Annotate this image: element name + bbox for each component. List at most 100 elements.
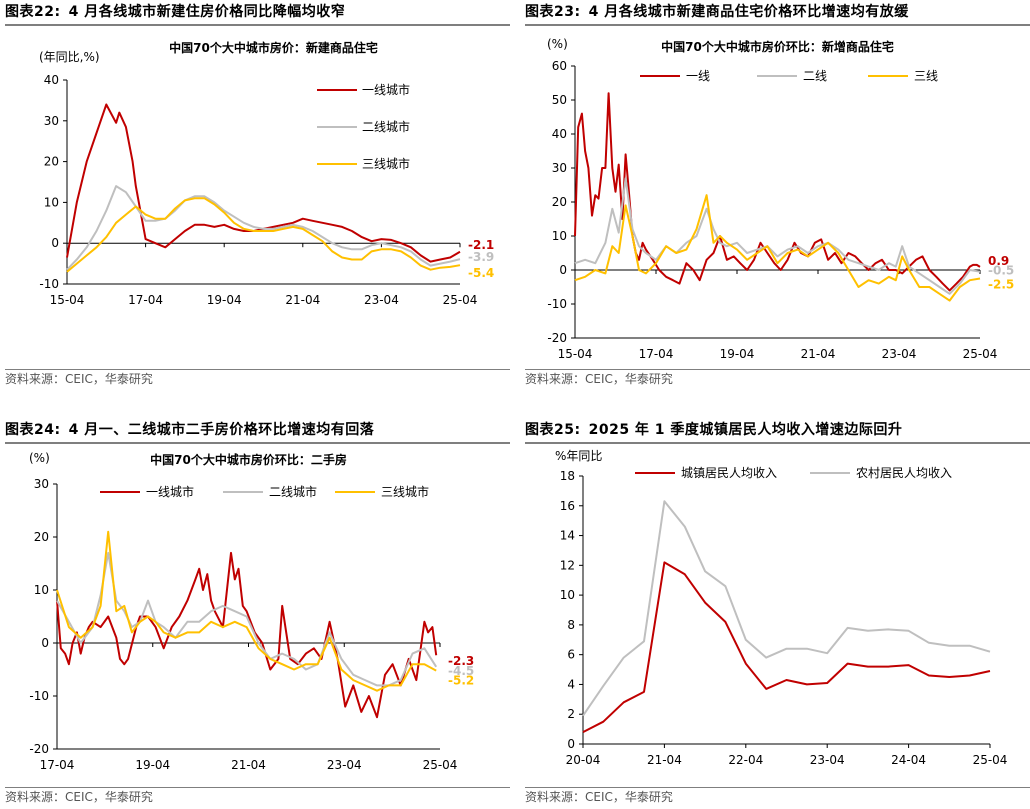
panel-chart-25: 图表25: 2025 年 1 季度城镇居民人均收入增速边际回升 %年同比 0 2 4 6 8… bbox=[525, 420, 1030, 808]
y-tick-label: -20 bbox=[547, 331, 567, 345]
y-tick-label: 0 bbox=[559, 263, 567, 277]
end-value-label: -2.3 bbox=[448, 654, 474, 668]
panel-chart-23: 图表23: 4 月各线城市新建商品住宅价格环比增速均有放缓 中国70个大中城市房价… bbox=[525, 2, 1030, 390]
y-tick-label: 18 bbox=[560, 469, 575, 483]
x-tick-label: 17-04 bbox=[639, 347, 674, 361]
x-tick-label: 21-04 bbox=[647, 753, 682, 767]
y-tick-label: 0 bbox=[41, 636, 49, 650]
chart-title: 中国70个大中城市房价：新建商品住宅 bbox=[169, 40, 378, 55]
x-tick-label: 23-04 bbox=[327, 758, 362, 772]
y-tick-label: 20 bbox=[44, 155, 59, 169]
y-tick-label: 2 bbox=[567, 707, 575, 721]
end-value-label: 0.9 bbox=[988, 254, 1009, 268]
figure-number: 图表24: bbox=[5, 422, 61, 438]
end-value-label: -2.1 bbox=[468, 238, 494, 252]
y-tick-label: 20 bbox=[552, 195, 567, 209]
chart-svg: %年同比 0 2 4 6 8 10 12 14 16 18 20-04 21-04 22-04 23-04 2… bbox=[555, 449, 1007, 767]
y-tick-label: 30 bbox=[44, 114, 59, 128]
x-tick-label: 21-04 bbox=[285, 293, 320, 307]
chart-svg: 中国70个大中城市房价环比：新增商品住宅 (%) -20 -10 0 10 20 30 40 50… bbox=[547, 37, 1014, 361]
legend-label: 一线城市 bbox=[146, 484, 194, 499]
y-tick-label: 20 bbox=[34, 530, 49, 544]
chart-svg: 中国70个大中城市房价：新建商品住宅 (年同比,%) -10 0 10 20 30 40 15-… bbox=[39, 40, 494, 307]
series-line-3 bbox=[56, 530, 437, 692]
x-tick-label: 19-04 bbox=[207, 293, 242, 307]
x-tick-label: 25-04 bbox=[443, 293, 478, 307]
y-tick-label: 40 bbox=[44, 73, 59, 87]
y-axis-label: (%) bbox=[29, 451, 50, 465]
series-line-3 bbox=[66, 197, 461, 273]
y-tick-label: 30 bbox=[34, 477, 49, 491]
x-tick-label: 15-04 bbox=[558, 347, 593, 361]
x-tick-label: 21-04 bbox=[801, 347, 836, 361]
chart-title: 中国70个大中城市房价环比：新增商品住宅 bbox=[661, 39, 894, 54]
end-value-label: -5.2 bbox=[448, 674, 474, 688]
y-tick-label: 10 bbox=[44, 195, 59, 209]
series-line-2 bbox=[574, 177, 981, 295]
x-tick-label: 25-04 bbox=[963, 347, 998, 361]
source-note: 资料来源：CEIC，华泰研究 bbox=[525, 369, 1030, 388]
series-line-3 bbox=[574, 194, 981, 302]
legend-label: 三线城市 bbox=[362, 156, 410, 171]
y-axis-label: (%) bbox=[547, 37, 568, 51]
source-note: 资料来源：CEIC，华泰研究 bbox=[525, 787, 1030, 806]
panel-header: 图表24: 4 月一、二线城市二手房价格环比增速均有回落 bbox=[5, 420, 510, 444]
legend-label: 二线城市 bbox=[362, 119, 410, 134]
figure-number: 图表23: bbox=[525, 4, 581, 20]
end-value-label: -4.5 bbox=[448, 664, 474, 678]
x-tick-label: 17-04 bbox=[40, 758, 75, 772]
y-tick-label: -10 bbox=[547, 297, 567, 311]
panel-chart-22: 图表22: 4 月各线城市新建住房价格同比降幅均收窄 中国70个大中城市房价：新建… bbox=[5, 2, 510, 390]
series-line-1 bbox=[582, 561, 991, 733]
x-tick-label: 23-04 bbox=[882, 347, 917, 361]
figure-title: 4 月各线城市新建住房价格同比降幅均收窄 bbox=[68, 4, 346, 20]
end-value-label: -2.5 bbox=[988, 278, 1014, 292]
y-tick-label: 6 bbox=[567, 648, 575, 662]
x-tick-label: 19-04 bbox=[720, 347, 755, 361]
series-line-2 bbox=[66, 185, 461, 271]
figure-title: 4 月各线城市新建商品住宅价格环比增速均有放缓 bbox=[588, 4, 909, 20]
y-tick-label: -20 bbox=[29, 742, 49, 756]
panel-header: 图表23: 4 月各线城市新建商品住宅价格环比增速均有放缓 bbox=[525, 2, 1030, 26]
source-note: 资料来源：CEIC，华泰研究 bbox=[5, 787, 510, 806]
figure-title: 4 月一、二线城市二手房价格环比增速均有回落 bbox=[68, 422, 375, 438]
y-tick-label: -10 bbox=[29, 689, 49, 703]
y-tick-label: 60 bbox=[552, 59, 567, 73]
y-tick-label: 8 bbox=[567, 618, 575, 632]
y-tick-label: 14 bbox=[560, 529, 575, 543]
x-tick-label: 23-04 bbox=[810, 753, 845, 767]
y-tick-label: 4 bbox=[567, 677, 575, 691]
y-tick-label: 30 bbox=[552, 161, 567, 175]
y-axis-label: %年同比 bbox=[555, 449, 602, 463]
y-tick-label: 16 bbox=[560, 499, 575, 513]
series-line-1 bbox=[56, 551, 438, 719]
y-tick-label: 12 bbox=[560, 558, 575, 572]
figure-title: 2025 年 1 季度城镇居民人均收入增速边际回升 bbox=[588, 422, 903, 438]
y-tick-label: 10 bbox=[34, 583, 49, 597]
y-tick-label: 10 bbox=[560, 588, 575, 602]
legend-label: 一线城市 bbox=[362, 82, 410, 97]
x-tick-label: 24-04 bbox=[891, 753, 926, 767]
y-tick-label: 40 bbox=[552, 127, 567, 141]
x-tick-label: 22-04 bbox=[728, 753, 763, 767]
x-tick-label: 21-04 bbox=[231, 758, 266, 772]
chart-svg: 中国70个大中城市房价环比：二手房 (%) -20 -10 0 10 20 30 17-04 19… bbox=[29, 451, 474, 772]
series-line-2 bbox=[582, 500, 991, 717]
end-value-label: -0.5 bbox=[988, 264, 1014, 278]
series-line-2 bbox=[56, 551, 438, 687]
x-tick-label: 15-04 bbox=[50, 293, 85, 307]
series-line-1 bbox=[574, 92, 981, 292]
chart-title: 中国70个大中城市房价环比：二手房 bbox=[150, 452, 347, 467]
y-tick-label: 0 bbox=[567, 737, 575, 751]
legend-label: 城镇居民人均收入 bbox=[681, 466, 777, 480]
y-tick-label: 10 bbox=[552, 229, 567, 243]
end-value-label: -5.4 bbox=[468, 266, 494, 280]
end-value-label: -3.9 bbox=[468, 250, 494, 264]
figure-number: 图表25: bbox=[525, 422, 581, 438]
y-tick-label: -10 bbox=[39, 277, 59, 291]
legend-label: 三线城市 bbox=[381, 484, 429, 499]
y-axis-label: (年同比,%) bbox=[39, 50, 100, 64]
source-note: 资料来源：CEIC，华泰研究 bbox=[5, 369, 510, 388]
legend-label: 一线 bbox=[686, 69, 710, 83]
panel-header: 图表22: 4 月各线城市新建住房价格同比降幅均收窄 bbox=[5, 2, 510, 26]
